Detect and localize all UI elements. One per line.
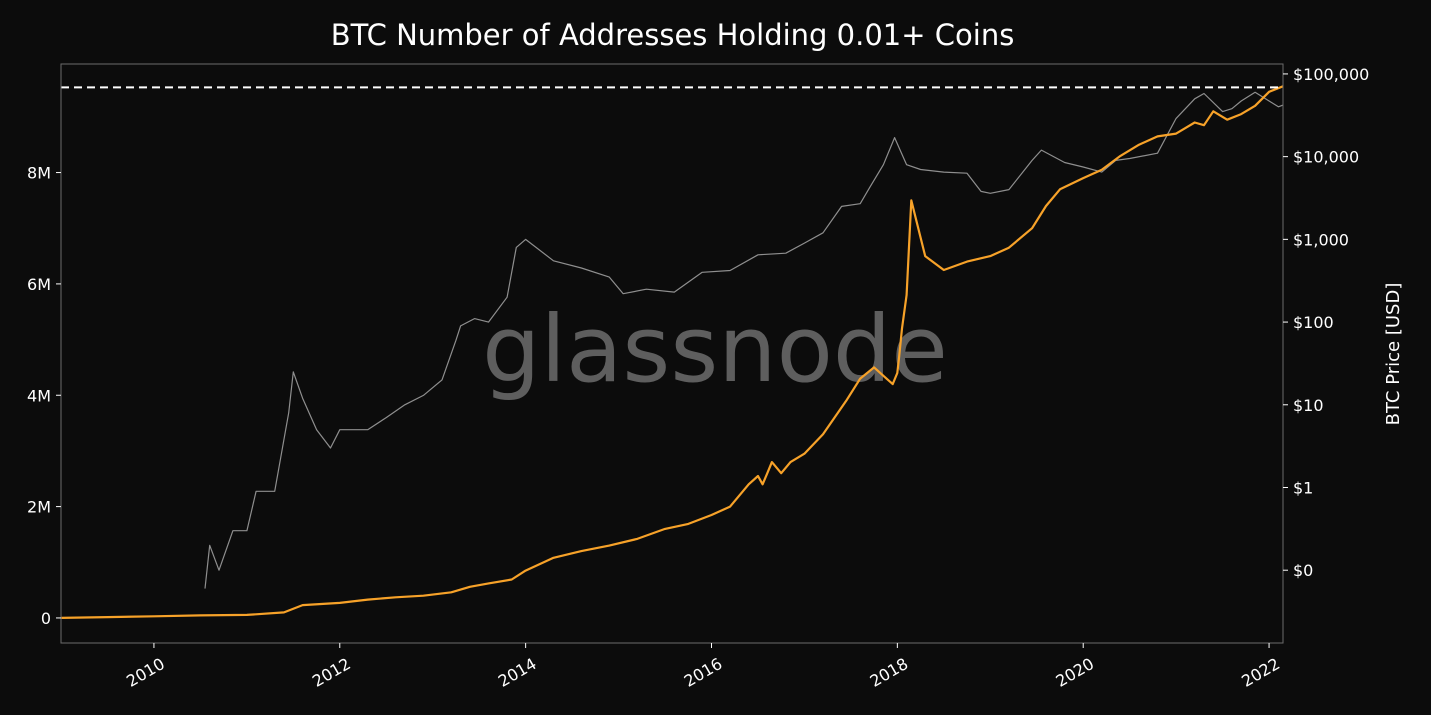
plot-frame xyxy=(60,63,1284,644)
plot-background xyxy=(61,64,1283,643)
price-series-line xyxy=(204,91,1284,589)
y2-tick-label: $0 xyxy=(1293,561,1313,580)
x-tick-label: 2016 xyxy=(681,654,726,691)
y2-tick-label: $1 xyxy=(1293,478,1313,497)
y2-axis-label: BTC Price [USD] xyxy=(1383,283,1404,426)
addresses-series-line xyxy=(60,85,1284,619)
x-tick-label: 2012 xyxy=(309,654,354,691)
y2-tick-label: $10,000 xyxy=(1293,148,1359,167)
y2-tick-label: $10 xyxy=(1293,396,1324,415)
y-tick-label: 8M xyxy=(27,164,51,183)
x-tick-label: 2020 xyxy=(1052,654,1097,691)
y2-tick-label: $100,000 xyxy=(1293,65,1369,84)
plot-area: glassnode xyxy=(60,64,1284,643)
y2-tick-label: $100 xyxy=(1293,313,1334,332)
y2-tick-label: $1,000 xyxy=(1293,230,1349,249)
x-tick-label: 2010 xyxy=(123,654,168,691)
y-tick-label: 0 xyxy=(41,609,51,628)
y-tick-label: 2M xyxy=(27,498,51,517)
watermark-text: glassnode xyxy=(482,296,948,403)
y-tick-label: 6M xyxy=(27,275,51,294)
x-tick-label: 2014 xyxy=(495,654,540,691)
y-tick-label: 4M xyxy=(27,386,51,405)
x-tick-label: 2022 xyxy=(1238,654,1283,691)
x-tick-label: 2018 xyxy=(867,654,912,691)
chart-title: BTC Number of Addresses Holding 0.01+ Co… xyxy=(330,18,1015,52)
